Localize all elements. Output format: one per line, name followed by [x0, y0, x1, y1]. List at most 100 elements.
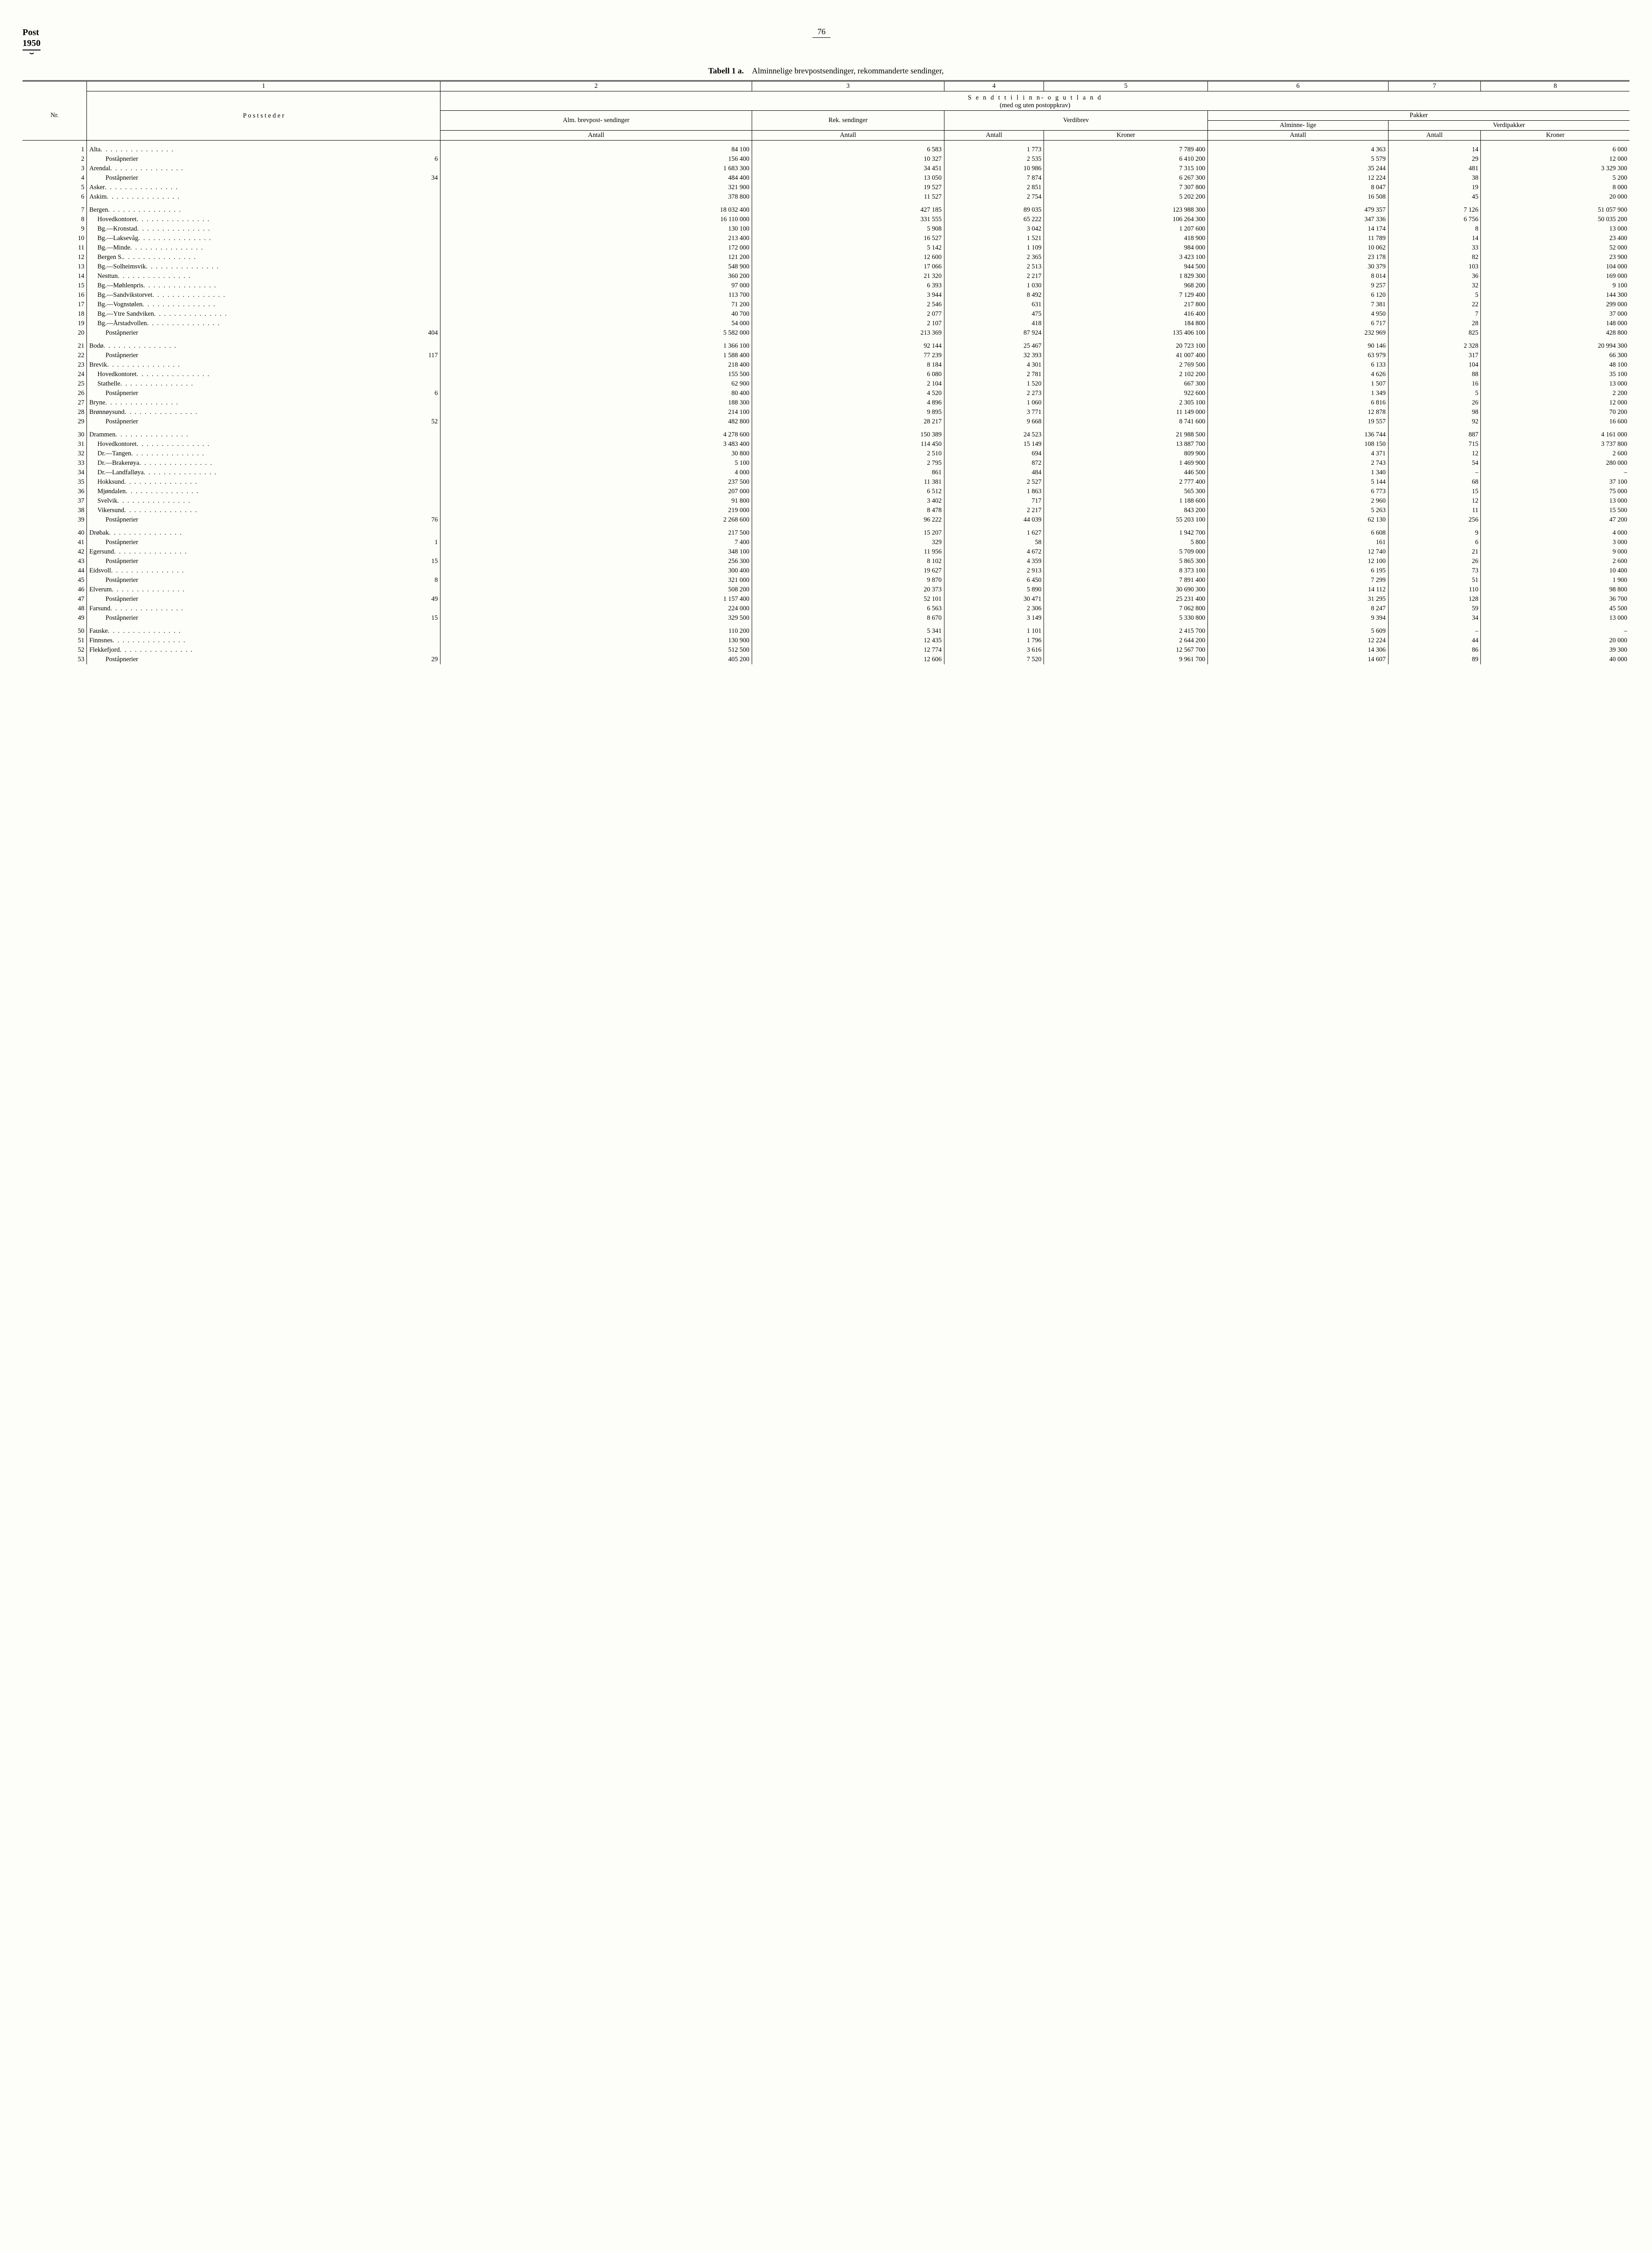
row-number: 50	[23, 623, 87, 636]
place-label: Dr.—Tangen	[97, 450, 131, 458]
numeric-cell: 482 800	[440, 417, 752, 427]
row-number: 32	[23, 449, 87, 459]
numeric-cell: 7 299	[1208, 576, 1389, 585]
leader-dots: . . . . . . . . . . . . . . .	[126, 488, 438, 495]
table-row: 37Svelvik . . . . . . . . . . . . . . .9…	[23, 496, 1629, 506]
numeric-cell: 13 000	[1481, 224, 1629, 234]
numeric-cell: 2 077	[752, 309, 944, 319]
col-num-7: 7	[1388, 81, 1481, 91]
numeric-cell: 7 307 800	[1044, 183, 1208, 192]
numeric-cell: 10 062	[1208, 243, 1389, 253]
numeric-cell: 218 400	[440, 360, 752, 370]
numeric-cell: 110 200	[440, 623, 752, 636]
table-row: 5Asker . . . . . . . . . . . . . . .321 …	[23, 183, 1629, 192]
numeric-cell: 14 174	[1208, 224, 1389, 234]
numeric-cell: 1 101	[944, 623, 1044, 636]
numeric-cell: 2 960	[1208, 496, 1389, 506]
numeric-cell: 6 563	[752, 604, 944, 613]
numeric-cell: 6 450	[944, 576, 1044, 585]
place-label: Bodø	[89, 342, 103, 350]
row-number: 5	[23, 183, 87, 192]
row-number: 8	[23, 215, 87, 224]
numeric-cell: 14 306	[1208, 645, 1389, 655]
leader-dots: . . . . . . . . . . . . . . .	[137, 225, 438, 233]
numeric-cell: 715	[1388, 440, 1481, 449]
leader-dots: . . . . . . . . . . . . . . .	[118, 497, 438, 505]
numeric-cell: 26	[1388, 557, 1481, 566]
numeric-cell: 123 988 300	[1044, 202, 1208, 215]
place-label: Alta	[89, 146, 100, 154]
data-table: 1 2 3 4 5 6 7 8 Nr. P o s t s t e d e r …	[23, 80, 1629, 664]
row-number: 36	[23, 487, 87, 496]
leader-dots: . . . . . . . . . . . . . . .	[147, 320, 438, 327]
numeric-cell: 2 777 400	[1044, 477, 1208, 487]
numeric-cell: 9 000	[1481, 547, 1629, 557]
numeric-cell: 23 400	[1481, 234, 1629, 243]
numeric-cell: 9 257	[1208, 281, 1389, 291]
table-row: 23Brevik . . . . . . . . . . . . . . .21…	[23, 360, 1629, 370]
numeric-cell: 5 908	[752, 224, 944, 234]
leader-dots: . . . . . . . . . . . . . . .	[108, 206, 438, 214]
numeric-cell: 3 737 800	[1481, 440, 1629, 449]
numeric-cell: 3 149	[944, 613, 1044, 623]
numeric-cell: 360 200	[440, 272, 752, 281]
numeric-cell: 6 080	[752, 370, 944, 379]
place-label: Poståpnerier	[105, 577, 138, 584]
row-number: 21	[23, 338, 87, 351]
numeric-cell: 1 521	[944, 234, 1044, 243]
numeric-cell: 427 185	[752, 202, 944, 215]
numeric-cell: 12 600	[752, 253, 944, 262]
numeric-cell: 4 672	[944, 547, 1044, 557]
row-number: 24	[23, 370, 87, 379]
leader-dots: . . . . . . . . . . . . . . .	[146, 263, 438, 271]
table-row: 24Hovedkontoret . . . . . . . . . . . . …	[23, 370, 1629, 379]
place-suffix: 15	[430, 558, 438, 565]
numeric-cell: 12 740	[1208, 547, 1389, 557]
numeric-cell: 6 512	[752, 487, 944, 496]
numeric-cell: 631	[944, 300, 1044, 309]
numeric-cell: 52 000	[1481, 243, 1629, 253]
place-cell: Drammen . . . . . . . . . . . . . . .	[87, 427, 440, 440]
place-label: Bergen	[89, 206, 108, 214]
page-header: Post 1950 ⌣ 76	[23, 27, 1629, 57]
numeric-cell: 11 789	[1208, 234, 1389, 243]
numeric-cell: 1 340	[1208, 468, 1389, 477]
row-number: 42	[23, 547, 87, 557]
numeric-cell: 136 744	[1208, 427, 1389, 440]
numeric-cell: 12 100	[1208, 557, 1389, 566]
numeric-cell: 30 800	[440, 449, 752, 459]
col-num-8: 8	[1481, 81, 1629, 91]
numeric-cell: 3 944	[752, 291, 944, 300]
place-cell: Bergen S. . . . . . . . . . . . . . . .	[87, 253, 440, 262]
numeric-cell: 20 994 300	[1481, 338, 1629, 351]
numeric-cell: 329 500	[440, 613, 752, 623]
numeric-cell: 4 301	[944, 360, 1044, 370]
table-row: 8Hovedkontoret . . . . . . . . . . . . .…	[23, 215, 1629, 224]
numeric-cell: 10 327	[752, 154, 944, 164]
numeric-cell: 161	[1208, 538, 1389, 547]
numeric-cell: 6 410 200	[1044, 154, 1208, 164]
row-number: 34	[23, 468, 87, 477]
numeric-cell: 1 188 600	[1044, 496, 1208, 506]
numeric-cell: 13 887 700	[1044, 440, 1208, 449]
numeric-cell: 19 557	[1208, 417, 1389, 427]
table-row: 15Bg.—Møhlenpris . . . . . . . . . . . .…	[23, 281, 1629, 291]
numeric-cell: 8 000	[1481, 183, 1629, 192]
row-number: 27	[23, 398, 87, 408]
table-row: 17Bg.—Vognstølen . . . . . . . . . . . .…	[23, 300, 1629, 309]
numeric-cell: 20 000	[1481, 636, 1629, 645]
table-row: 22Poståpnerier 1171 588 40077 23932 3934…	[23, 351, 1629, 360]
numeric-cell: 25 467	[944, 338, 1044, 351]
row-number: 45	[23, 576, 87, 585]
place-label: Poståpnerier	[105, 390, 138, 397]
numeric-cell: 5 800	[1044, 538, 1208, 547]
row-number: 10	[23, 234, 87, 243]
leader-dots: . . . . . . . . . . . . . . .	[105, 399, 438, 407]
numeric-cell: 4 626	[1208, 370, 1389, 379]
numeric-cell: 12	[1388, 449, 1481, 459]
numeric-cell: 7 062 800	[1044, 604, 1208, 613]
numeric-cell: 55 203 100	[1044, 515, 1208, 525]
numeric-cell: 71 200	[440, 300, 752, 309]
place-suffix: 6	[433, 155, 438, 163]
numeric-cell: 4 278 600	[440, 427, 752, 440]
